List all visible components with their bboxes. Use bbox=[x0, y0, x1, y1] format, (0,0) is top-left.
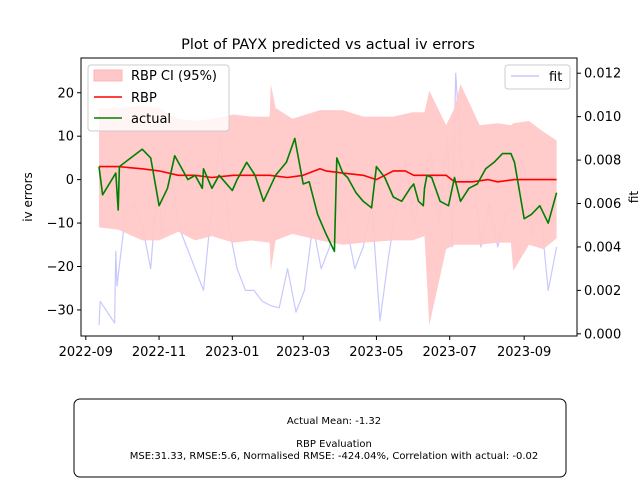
y-axis: −30 −20 −10 0 10 20 bbox=[47, 86, 81, 318]
x-axis: 2022-09 2022-11 2023-01 2023-03 2023-05 2023-… bbox=[59, 336, 551, 360]
x-tick-label-2023-07: 2023-07 bbox=[423, 345, 477, 360]
x-tick-label-2022-11: 2022-11 bbox=[132, 345, 186, 360]
legend-swatch-ci bbox=[93, 69, 123, 82]
legend-right-box bbox=[504, 64, 571, 90]
plot-area bbox=[80, 57, 578, 337]
evaluation-box: Actual Mean: -1.32 RBP Evaluation MSE:31… bbox=[73, 398, 567, 478]
legend-label-rbp: RBP bbox=[131, 91, 157, 106]
chart-marks bbox=[98, 72, 558, 326]
y2-tick-label-4: 0.008 bbox=[584, 154, 621, 169]
x-tick-label-2023-03: 2023-03 bbox=[276, 345, 330, 360]
legend-label-ci: RBP CI (95%) bbox=[131, 69, 217, 84]
series-line-rbp bbox=[99, 165, 557, 183]
legend-label-fit: fit bbox=[549, 70, 562, 85]
y-axis-label: iv errors bbox=[21, 172, 35, 222]
x-tick-label-2023-05: 2023-05 bbox=[349, 345, 403, 360]
legend-left: RBP CI (95%) RBP actual bbox=[87, 64, 230, 132]
y2-axis-label: fit bbox=[627, 191, 640, 204]
y2-axis: 0.000 0.002 0.004 0.006 0.008 0.010 0.012 bbox=[577, 67, 621, 342]
y2-tick-label-0: 0.000 bbox=[584, 327, 621, 342]
legend-right: fit bbox=[504, 64, 571, 90]
x-tick-label-2023-09: 2023-09 bbox=[497, 345, 551, 360]
evaluation-heading: RBP Evaluation bbox=[296, 439, 372, 450]
y-tick-label-20: 20 bbox=[57, 86, 74, 101]
actual-mean-text: Actual Mean: -1.32 bbox=[287, 416, 381, 427]
y2-tick-label-5: 0.010 bbox=[584, 110, 621, 125]
y2-tick-label-3: 0.006 bbox=[584, 197, 621, 212]
plot-frame bbox=[80, 57, 578, 337]
x-tick-label-2022-09: 2022-09 bbox=[59, 345, 113, 360]
y2-tick-label-6: 0.012 bbox=[584, 67, 621, 82]
chart-title: Plot of PAYX predicted vs actual iv erro… bbox=[181, 37, 475, 53]
evaluation-frame bbox=[73, 398, 567, 478]
y2-tick-label-2: 0.004 bbox=[584, 240, 621, 255]
y-tick-label-0: 0 bbox=[66, 173, 74, 188]
legend-left-box bbox=[87, 64, 230, 132]
y2-tick-label-1: 0.002 bbox=[584, 284, 621, 299]
y-tick-label--10: −10 bbox=[47, 217, 74, 232]
y-tick-label--20: −20 bbox=[47, 260, 74, 275]
x-tick-label-2023-01: 2023-01 bbox=[205, 345, 259, 360]
series-band-rbp-ci-95 bbox=[99, 84, 557, 326]
y-tick-label-10: 10 bbox=[57, 130, 74, 145]
y-tick-label--30: −30 bbox=[47, 303, 74, 318]
evaluation-metrics: MSE:31.33, RMSE:5.6, Normalised RMSE: -4… bbox=[130, 451, 539, 462]
legend-label-actual: actual bbox=[131, 112, 171, 127]
series-line-actual bbox=[98, 137, 558, 253]
